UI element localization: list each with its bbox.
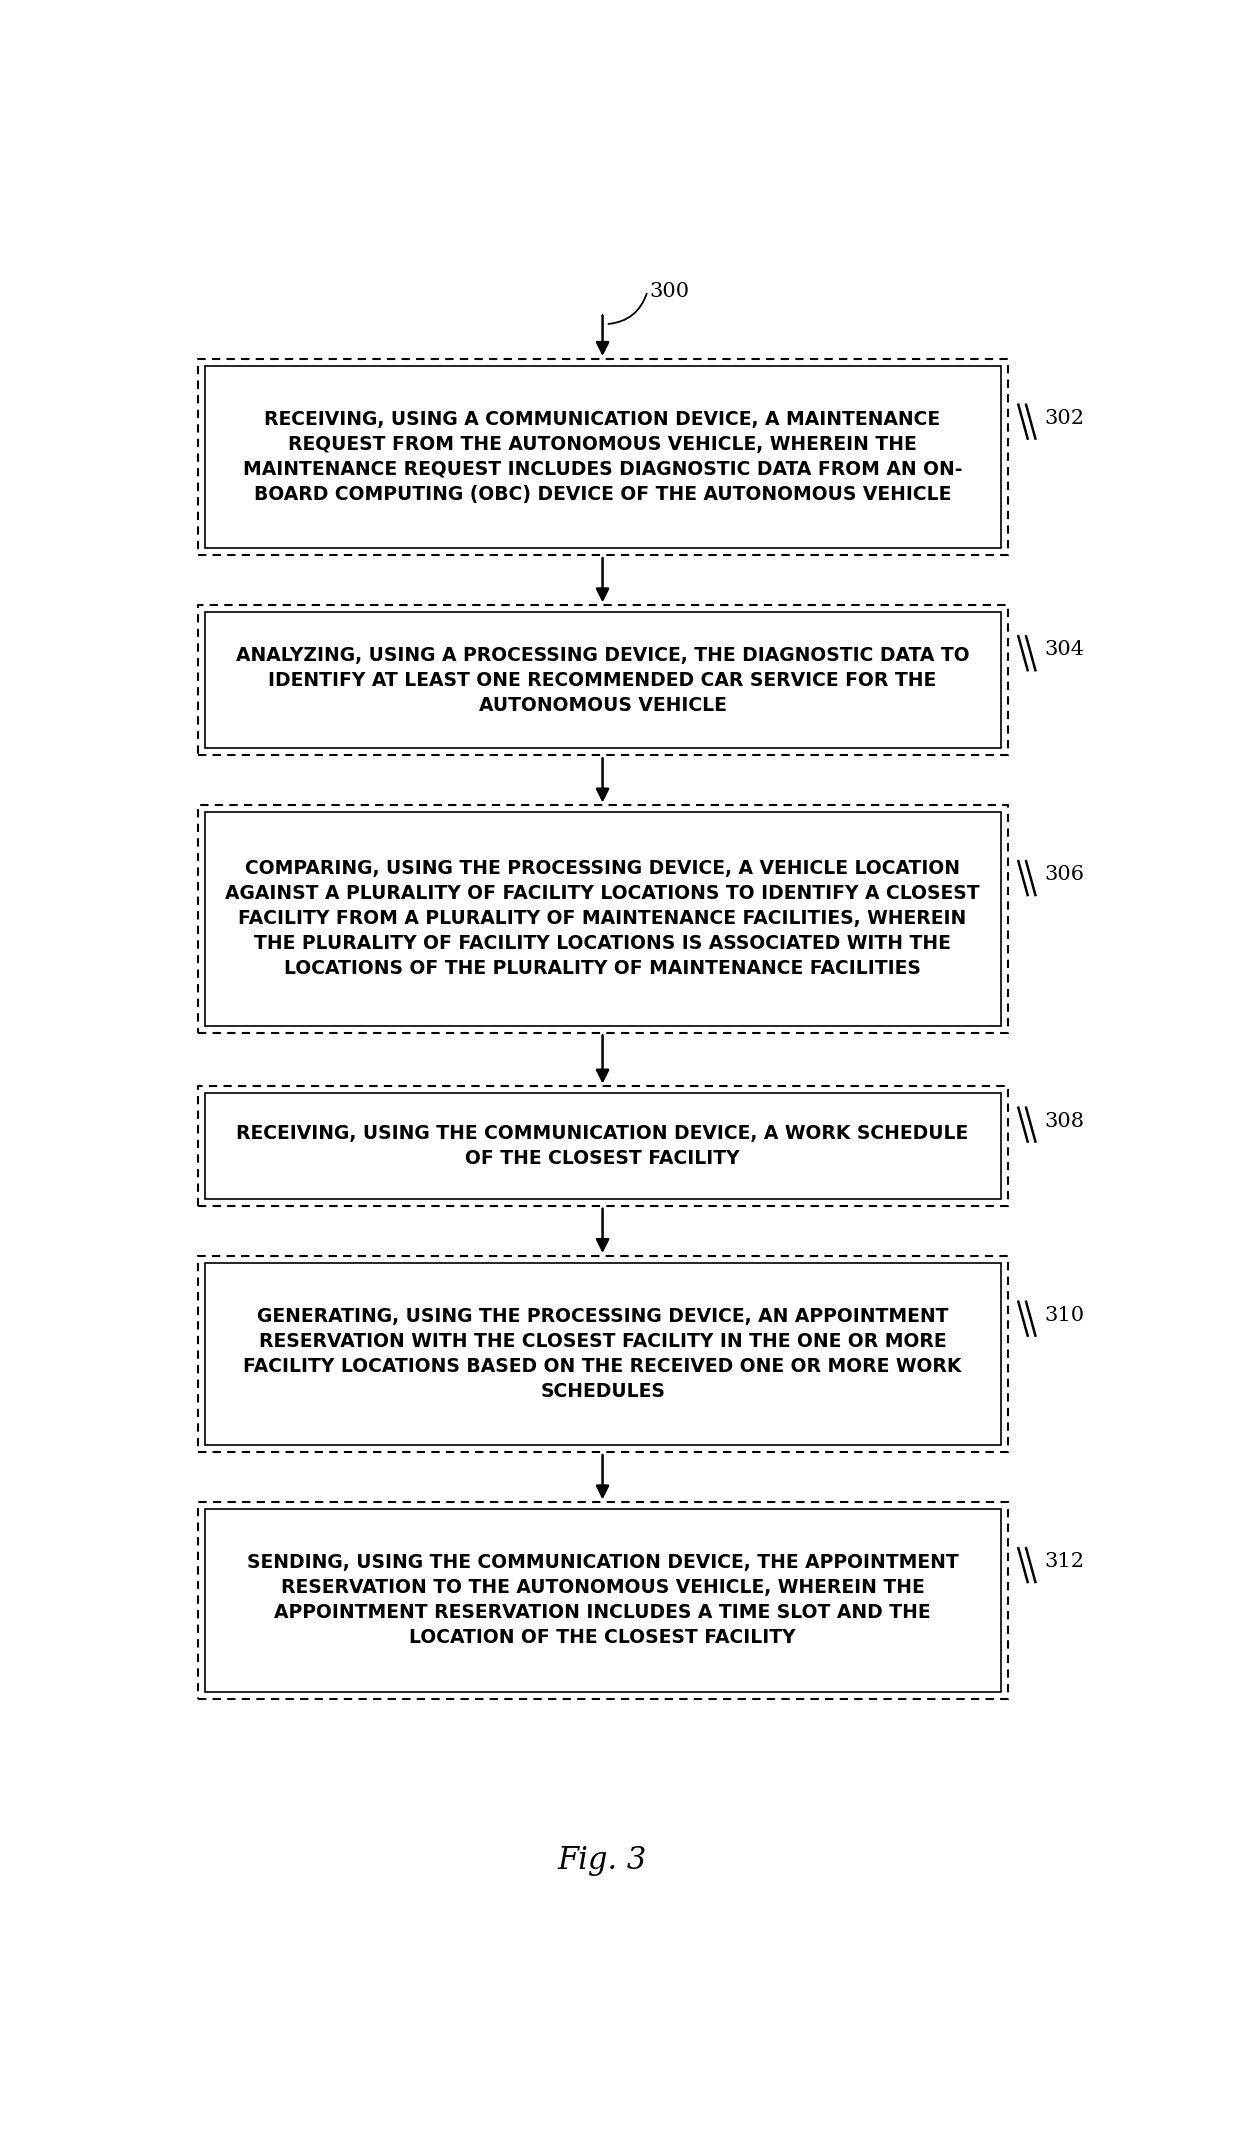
Bar [205,367,1001,548]
Text: RECEIVING, USING THE COMMUNICATION DEVICE, A WORK SCHEDULE
OF THE CLOSEST FACILI: RECEIVING, USING THE COMMUNICATION DEVIC… [237,1123,968,1169]
Bar [197,1255,1007,1453]
Text: 310: 310 [1044,1307,1085,1324]
Text: 300: 300 [649,282,689,300]
Bar [197,1087,1007,1205]
Text: 306: 306 [1044,865,1085,884]
Text: 304: 304 [1044,640,1085,660]
Bar [197,1503,1007,1699]
Bar [197,358,1007,556]
Bar [205,813,1001,1026]
Text: ANALYZING, USING A PROCESSING DEVICE, THE DIAGNOSTIC DATA TO
IDENTIFY AT LEAST O: ANALYZING, USING A PROCESSING DEVICE, TH… [236,647,970,716]
Text: RECEIVING, USING A COMMUNICATION DEVICE, A MAINTENANCE
REQUEST FROM THE AUTONOMO: RECEIVING, USING A COMMUNICATION DEVICE,… [243,410,962,505]
Bar [205,612,1001,748]
Text: SENDING, USING THE COMMUNICATION DEVICE, THE APPOINTMENT
RESERVATION TO THE AUTO: SENDING, USING THE COMMUNICATION DEVICE,… [247,1554,959,1647]
Text: 302: 302 [1044,410,1085,427]
Bar [197,806,1007,1033]
Text: 308: 308 [1044,1112,1085,1130]
Bar [205,1263,1001,1445]
Bar [205,1509,1001,1692]
Text: COMPARING, USING THE PROCESSING DEVICE, A VEHICLE LOCATION
AGAINST A PLURALITY O: COMPARING, USING THE PROCESSING DEVICE, … [226,860,980,979]
Bar [197,606,1007,755]
Bar [205,1093,1001,1199]
Text: 312: 312 [1044,1552,1085,1572]
Text: GENERATING, USING THE PROCESSING DEVICE, AN APPOINTMENT
RESERVATION WITH THE CLO: GENERATING, USING THE PROCESSING DEVICE,… [243,1307,962,1401]
Text: Fig. 3: Fig. 3 [558,1846,647,1876]
FancyArrowPatch shape [609,293,647,323]
